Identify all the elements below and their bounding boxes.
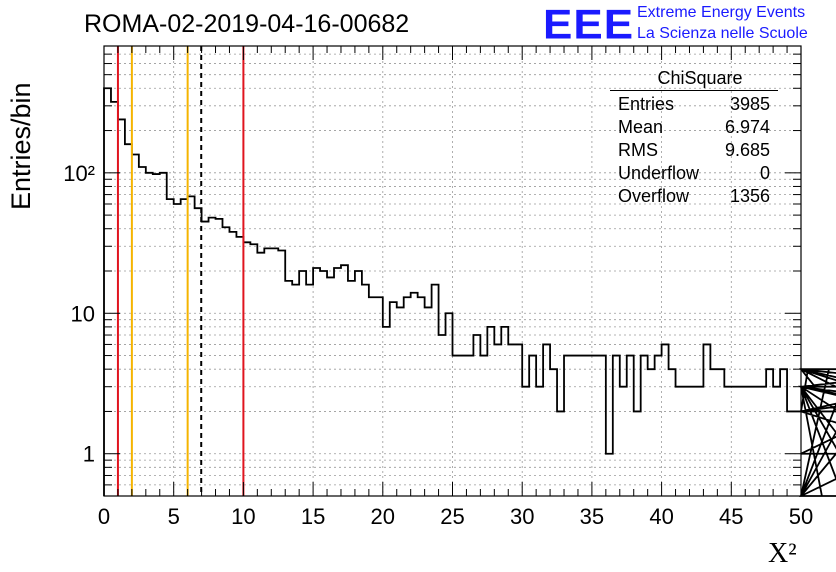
x-tick-label: 40 [649,504,673,529]
reference-lines [116,46,245,496]
histogram-series [103,87,836,497]
stats-box: ChiSquare Entries 3985 Mean 6.974 RMS 9.… [610,68,778,209]
stats-label: Mean [618,117,664,137]
x-tick-label: 15 [301,504,325,529]
stats-label: Overflow [618,186,690,206]
x-tick-label: 35 [580,504,604,529]
stats-row: Underflow 0 [610,163,778,186]
x-tick-label: 0 [98,504,110,529]
eee-logo-mark: EEE [543,1,635,48]
stats-label: Underflow [618,163,700,183]
chart-title: ROMA-02-2019-04-16-00682 [84,10,410,38]
y-axis-label: Entries/bin [6,82,36,210]
x-tick-label: 30 [510,504,534,529]
logo-text-line2: La Scienza nelle Scuole [637,25,808,42]
x-tick-label: 25 [440,504,464,529]
stats-value: 9.685 [724,140,770,160]
stats-title: ChiSquare [610,68,778,91]
y-tick-label: 10² [63,161,95,186]
x-tick-label: 20 [371,504,395,529]
y-tick-label: 10 [71,301,95,326]
stats-row: Entries 3985 [610,94,778,117]
stats-value: 6.974 [724,117,770,137]
x-tick-label: 5 [168,504,180,529]
stats-value: 0 [759,163,770,183]
stats-label: RMS [618,140,658,160]
y-tick-label: 1 [83,442,95,467]
x-tick-label: 45 [719,504,743,529]
stats-row: Overflow 1356 [610,186,778,209]
stats-label: Entries [618,94,675,114]
axis-ticks [103,45,802,497]
stats-row: Mean 6.974 [610,117,778,140]
stats-row: RMS 9.685 [610,140,778,163]
tick-labels: 0 5 10 15 20 25 30 35 40 45 50 1 10 10² [63,161,813,529]
x-tick-label: 10 [231,504,255,529]
x-axis-label: X² [768,538,797,569]
logo-text-line1: Extreme Energy Events [637,4,806,21]
histogram-step-line [103,87,836,497]
stats-value: 1356 [729,186,770,206]
x-tick-label: 50 [789,504,813,529]
stats-value: 3985 [729,94,770,114]
